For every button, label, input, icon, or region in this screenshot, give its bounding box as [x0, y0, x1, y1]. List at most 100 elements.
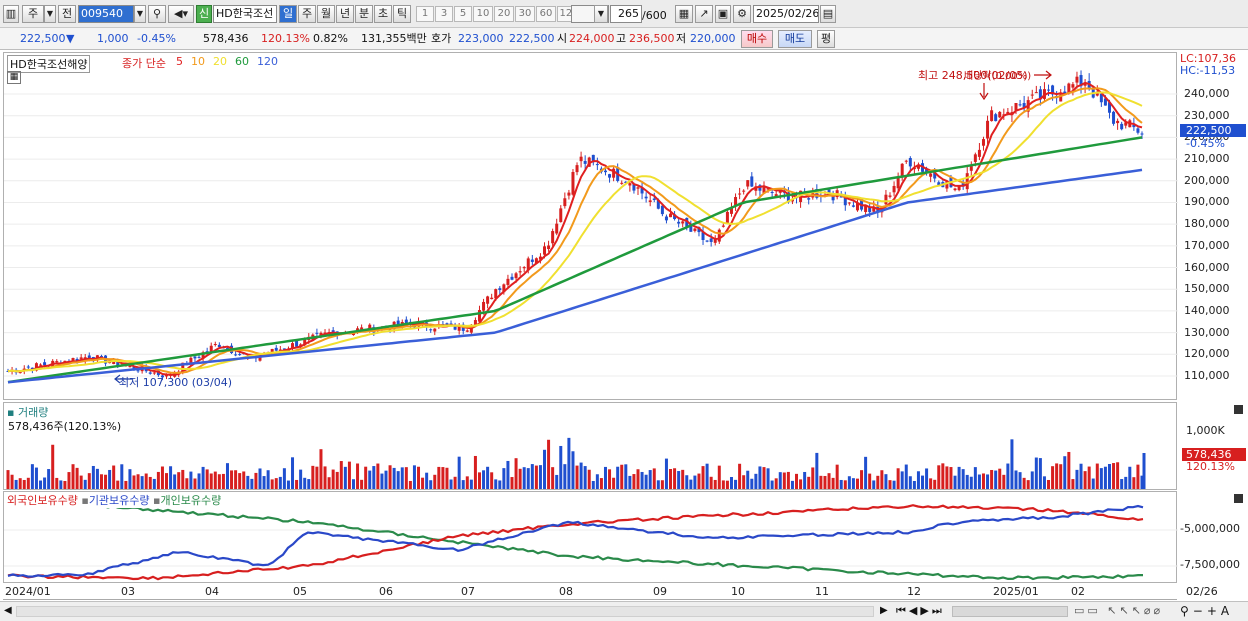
lc-value: LC:107,36 [1180, 52, 1237, 65]
sell-button[interactable]: 매도 [778, 30, 812, 48]
calendar-icon[interactable]: ▤ [820, 5, 836, 23]
prev-button[interactable]: 전 [58, 5, 76, 23]
close-holding-icon[interactable] [1234, 494, 1243, 503]
grid-icon[interactable]: ▦ [7, 71, 21, 84]
search-icon[interactable]: ⚲ [148, 5, 166, 23]
candle-body [933, 172, 937, 179]
candle-body [575, 165, 579, 173]
volume-bar [43, 477, 47, 489]
period-5-button[interactable]: 초 [374, 5, 392, 23]
count-4-button[interactable]: 20 [494, 6, 514, 22]
period-2-button[interactable]: 월 [317, 5, 335, 23]
current-price: 222,500 [20, 32, 66, 45]
ma5-line [7, 81, 1143, 376]
volume-bar [563, 464, 567, 489]
indicator-icon[interactable]: ▦ [675, 5, 693, 23]
layout-icon[interactable]: ▥ [3, 5, 19, 23]
stock-code-input[interactable]: 009540 [78, 5, 134, 23]
volume-bar [981, 473, 985, 489]
volume-bar [250, 478, 254, 489]
scroll-left-icon[interactable]: ◀ [4, 605, 12, 616]
chevron-down-icon[interactable]: ▼ [44, 5, 56, 23]
volume-bar [266, 470, 270, 489]
volume-bar [356, 463, 360, 489]
scroll-right-icon[interactable]: ▶ [880, 605, 888, 616]
buy-button[interactable]: 매수 [741, 30, 773, 48]
count-0-button[interactable]: 1 [416, 6, 434, 22]
candle-body [506, 278, 510, 285]
candle-body [904, 160, 908, 162]
volume-bar [758, 466, 762, 489]
x-label: 03 [121, 585, 135, 598]
price-tick: 230,000 [1184, 108, 1230, 122]
period-1-button[interactable]: 주 [298, 5, 316, 23]
code-dropdown-icon[interactable]: ▼ [134, 5, 146, 23]
ma20-line [7, 91, 1143, 373]
average-button[interactable]: 평 [817, 30, 835, 48]
volume-bar [152, 478, 156, 489]
gear-icon[interactable]: ⚙ [733, 5, 751, 23]
volume-bar [83, 479, 87, 489]
market-select[interactable]: 주 [22, 5, 44, 23]
candle-body [717, 229, 721, 242]
price-chart-panel[interactable]: HD한국조선해양 종가 단순 5 10 20 60 120 ▦ 최고 248,500(0… [3, 52, 1178, 400]
candle-body [1051, 85, 1055, 95]
range-input[interactable]: 265 [610, 5, 642, 23]
sound-icon[interactable]: ◀▾ [168, 5, 194, 23]
volume-bar [193, 478, 197, 489]
volume-bar [571, 451, 575, 489]
volume-bar [384, 470, 388, 489]
count-1-button[interactable]: 3 [435, 6, 453, 22]
price-change-pct: -0.45% [137, 32, 176, 45]
zoom-controls-icon[interactable]: ⚲−+A [1180, 604, 1234, 618]
period-6-button[interactable]: 틱 [393, 5, 411, 23]
count-5-button[interactable]: 30 [515, 6, 535, 22]
candle-body [701, 232, 705, 241]
volume-bar [705, 463, 709, 489]
volume-bar [469, 479, 473, 489]
draw-icon[interactable]: ↗ [695, 5, 713, 23]
volume-bar [1095, 463, 1099, 489]
candle-body [43, 362, 47, 366]
volume-panel[interactable]: ▪ 거래량 578,436주(120.13%) [3, 402, 1177, 490]
volume-bar [104, 474, 108, 489]
date-input[interactable]: 2025/02/26 [753, 5, 819, 23]
volume-bar [380, 473, 384, 489]
count-6-button[interactable]: 60 [536, 6, 556, 22]
volume-bar [327, 477, 331, 489]
volume-bar [453, 476, 457, 489]
trade-volume: 578,436 [203, 32, 249, 45]
candle-body [624, 181, 628, 183]
volume-bar [258, 468, 262, 489]
volume-bar [778, 472, 782, 489]
volume-bar [1042, 476, 1046, 489]
volume-bar [1132, 477, 1136, 489]
tool-icons[interactable]: ▭▭ ↖↖↖⌀⌀ [1074, 604, 1164, 617]
count-3-button[interactable]: 10 [473, 6, 493, 22]
save-icon[interactable]: ▣ [715, 5, 731, 23]
scroll-track[interactable] [16, 606, 874, 617]
close-panel-icon[interactable] [1234, 405, 1243, 414]
volume-bar [770, 480, 774, 489]
period-4-button[interactable]: 분 [355, 5, 373, 23]
volume-bar [1071, 479, 1075, 489]
volume-bar [278, 476, 282, 489]
volume-bar [323, 466, 327, 489]
candle-body [693, 228, 697, 231]
nav-first-icon[interactable]: ⏮◀▶⏭ [896, 604, 945, 617]
holding-panel[interactable]: 외국인보유수량 ▪기관보유수량 ▪개인보유수량 [3, 491, 1178, 583]
volume-bar [99, 474, 103, 489]
count-2-button[interactable]: 5 [454, 6, 472, 22]
period-3-button[interactable]: 년 [336, 5, 354, 23]
range-chevron-icon[interactable]: ▼ [594, 5, 608, 23]
candle-body [189, 357, 193, 364]
candle-body [205, 351, 209, 353]
candle-body [961, 182, 965, 187]
zoom-slider[interactable] [952, 606, 1068, 617]
period-0-button[interactable]: 일 [279, 5, 297, 23]
volume-tick: 1,000K [1186, 424, 1225, 437]
volume-bar [766, 468, 770, 489]
volume-bar [437, 466, 441, 489]
legend-sep-1: ▪ [81, 494, 89, 507]
volume-bar [372, 466, 376, 489]
